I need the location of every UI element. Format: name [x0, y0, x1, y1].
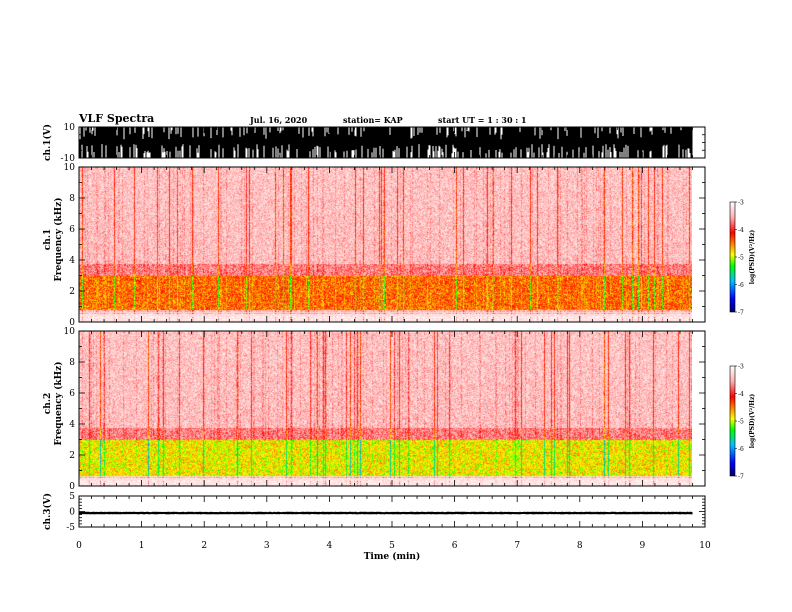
ch1-colorbar [729, 201, 736, 313]
ch1-spec-y-tick-label: 2 [69, 287, 75, 297]
ch1-colorbar-label: log(PSD)(V²/Hz) [749, 230, 756, 285]
ch1-colorbar-tick-label: -6 [738, 282, 744, 289]
x-tick-label: 8 [577, 541, 583, 551]
ch1-spec-y-tick-label: 8 [69, 194, 75, 204]
ch2-spec-y-tick-label: 4 [69, 420, 75, 430]
ch1-colorbar-tick-label: -4 [738, 227, 744, 234]
ch1-colorbar-tick-label: -5 [738, 255, 744, 262]
ch3-wave-y-tick-label: 5 [69, 492, 75, 502]
ch1-spec-y-tick-label: 0 [69, 318, 75, 328]
ch1-colorbar-tick-label: -7 [738, 310, 744, 317]
ch1-spec-ylabel: ch.1Frequency (kHz) [43, 197, 64, 281]
ch1-wave-y-tick-label: -10 [61, 154, 76, 164]
ch1-spec-y-tick-label: 6 [69, 225, 75, 235]
ch2-spec-y-tick-label: 10 [64, 327, 76, 337]
ch3-wave-ylabel: ch.3(V) [42, 493, 53, 530]
x-tick-label: 4 [327, 541, 333, 551]
ch2-colorbar-tick-label: -7 [738, 474, 744, 481]
x-tick-label: 0 [76, 541, 82, 551]
station-label: station= KAP [343, 115, 403, 125]
date-label: Jul. 16, 2020 [250, 115, 308, 125]
spectrogram-image [79, 331, 692, 486]
x-tick-label: 1 [139, 541, 145, 551]
ch3-waveform-trace [78, 511, 693, 515]
x-tick-label: 7 [514, 541, 520, 551]
spectrogram-image [79, 167, 692, 322]
ch2-spec-y-tick-label: 8 [69, 358, 75, 368]
x-tick-label: 3 [264, 541, 270, 551]
ch2-colorbar-tick-label: -6 [738, 446, 744, 453]
x-tick-label: 9 [640, 541, 646, 551]
ch2-colorbar-tick-label: -3 [738, 364, 744, 371]
x-tick-label: 10 [699, 541, 711, 551]
ch1-waveform-trace [78, 127, 693, 158]
ch2-colorbar-tick-label: -5 [738, 419, 744, 426]
ch2-spec-y-tick-label: 6 [69, 389, 75, 399]
start-time-label: start UT = 1 : 30 : 1 [438, 115, 527, 125]
chart-title: VLF Spectra [79, 112, 155, 125]
x-tick-label: 2 [201, 541, 207, 551]
x-axis-label: Time (min) [364, 551, 421, 562]
ch2-spec-y-tick-label: 0 [69, 482, 75, 492]
ch1-colorbar-tick-label: -3 [738, 200, 744, 207]
ch1-wave-y-tick-label: 10 [64, 123, 76, 133]
ch2-spec-y-tick-label: 2 [69, 451, 75, 461]
ch3-wave-y-tick-label: -5 [66, 523, 75, 533]
ch2-colorbar-tick-label: -4 [738, 391, 744, 398]
ch2-colorbar-label: log(PSD)(V²/Hz) [749, 394, 756, 449]
x-tick-label: 5 [389, 541, 395, 551]
ch2-colorbar [729, 365, 736, 477]
ch3-wave-y-tick-label: 0 [69, 508, 75, 518]
ch2-spec-ylabel: ch.2Frequency (kHz) [43, 361, 64, 445]
ch1-spec-y-tick-label: 4 [69, 256, 75, 266]
x-tick-label: 6 [452, 541, 458, 551]
ch1-spec-y-tick-label: 10 [64, 163, 76, 173]
ch1-wave-ylabel: ch.1(V) [42, 124, 53, 161]
